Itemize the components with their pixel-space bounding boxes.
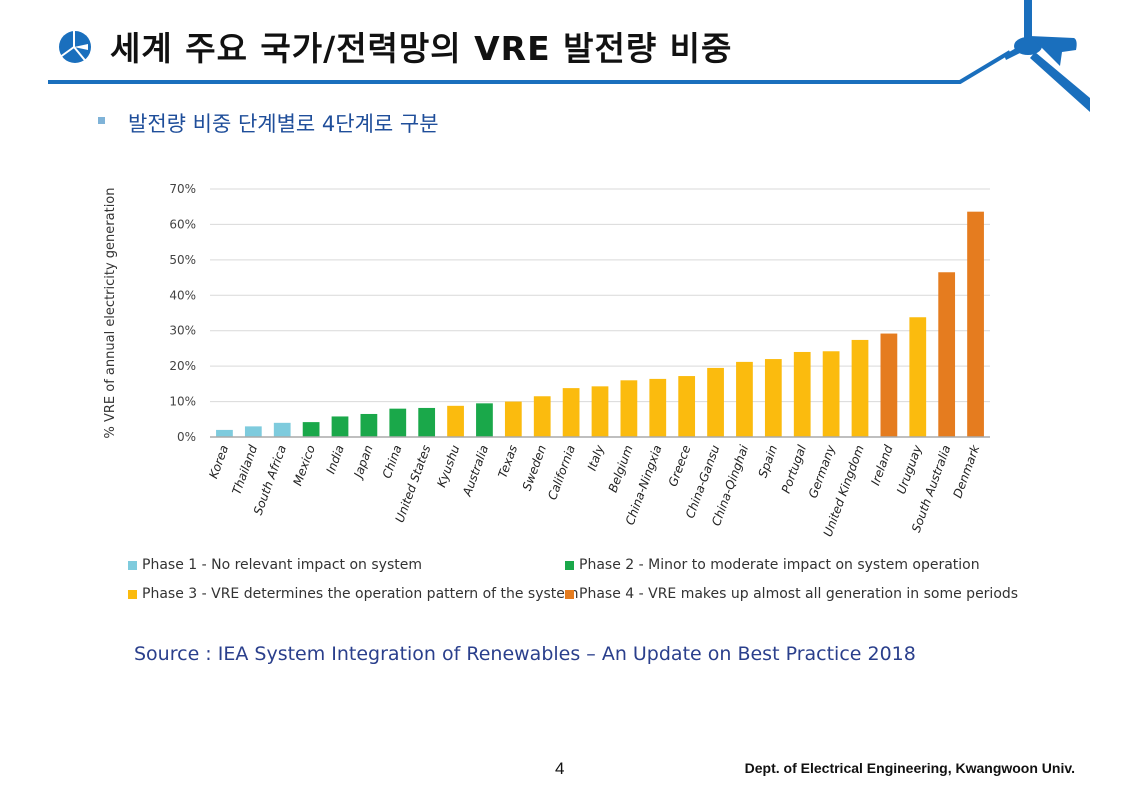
legend-swatch xyxy=(128,589,137,599)
x-tick-label: California xyxy=(545,443,578,502)
bar xyxy=(620,380,638,437)
bar xyxy=(216,429,233,437)
legend-item-phase-1: Phase 1 - No relevant impact on system xyxy=(128,557,422,573)
y-tick-label: 60% xyxy=(169,217,196,231)
bar xyxy=(302,422,320,437)
y-tick-label: 50% xyxy=(169,253,196,267)
x-tick-label: Thailand xyxy=(229,443,260,497)
y-tick-label: 0% xyxy=(177,430,196,444)
bar xyxy=(360,413,378,437)
y-tick-label: 40% xyxy=(169,288,196,302)
x-tick-label: Texas xyxy=(495,443,520,480)
bar xyxy=(331,416,349,437)
x-tick-label: India xyxy=(324,443,347,475)
x-tick-label: Germany xyxy=(806,442,838,500)
x-tick-label: Spain xyxy=(756,443,781,479)
wind-turbine-icon xyxy=(1004,0,1090,112)
legend-label: Phase 1 - No relevant impact on system xyxy=(142,557,422,573)
legend-swatch xyxy=(565,589,574,599)
bar xyxy=(476,403,493,437)
y-tick-label: 10% xyxy=(169,395,196,409)
x-tick-label: Belgium xyxy=(606,443,636,494)
bar xyxy=(851,339,869,437)
header-decoration xyxy=(48,0,1090,112)
page-number: 4 xyxy=(555,759,565,778)
y-tick-label: 70% xyxy=(169,182,196,196)
source-citation: Source : IEA System Integration of Renew… xyxy=(134,643,916,665)
bar xyxy=(591,386,609,437)
legend-label: Phase 3 - VRE determines the operation p… xyxy=(142,586,579,602)
legend-item-phase-2: Phase 2 - Minor to moderate impact on sy… xyxy=(565,557,980,573)
legend-item-phase-4: Phase 4 - VRE makes up almost all genera… xyxy=(565,586,1018,602)
bar xyxy=(822,351,840,437)
x-tick-label: Ireland xyxy=(868,443,896,487)
y-tick-label: 30% xyxy=(169,324,196,338)
footer-affiliation: Dept. of Electrical Engineering, Kwangwo… xyxy=(744,760,1075,776)
bar xyxy=(273,422,291,437)
vre-share-bar-chart: % VRE of annual electricity generation 0%… xyxy=(103,182,990,539)
x-tick-label: Greece xyxy=(666,443,694,488)
bar xyxy=(736,361,753,437)
legend-item-phase-3: Phase 3 - VRE determines the operation p… xyxy=(128,586,579,602)
x-tick-label: Sweden xyxy=(520,443,549,492)
x-tick-label: Mexico xyxy=(290,443,318,487)
x-tick-label: Australia xyxy=(460,443,492,499)
bullet-icon xyxy=(98,117,105,124)
bar xyxy=(793,351,811,437)
bar xyxy=(244,426,262,437)
x-tick-label: Italy xyxy=(585,442,607,472)
x-tick-label: Portugal xyxy=(779,443,810,496)
x-tick-label: Denmark xyxy=(950,442,982,500)
page-title: 세계 주요 국가/전력망의 VRE 발전량 비중 xyxy=(110,29,733,68)
legend-swatch xyxy=(128,560,137,570)
bar xyxy=(909,317,927,437)
x-tick-label: Japan xyxy=(350,443,375,481)
university-logo-icon xyxy=(55,22,91,65)
bar xyxy=(389,408,407,437)
bar xyxy=(764,359,782,437)
y-axis-label: % VRE of annual electricity generation xyxy=(103,187,118,438)
bar xyxy=(418,407,436,437)
y-tick-label: 20% xyxy=(169,359,196,373)
bar xyxy=(649,378,667,437)
bullet-text: 발전량 비중 단계별로 4단계로 구분 xyxy=(128,112,439,136)
bar xyxy=(880,333,898,437)
bar xyxy=(447,405,464,437)
bar xyxy=(533,396,551,437)
legend-label: Phase 2 - Minor to moderate impact on sy… xyxy=(579,557,980,573)
x-tick-label: China xyxy=(380,443,405,480)
legend-swatch xyxy=(565,560,574,570)
bar xyxy=(504,401,522,437)
legend-label: Phase 4 - VRE makes up almost all genera… xyxy=(579,586,1019,602)
bar xyxy=(967,211,984,437)
header-underline xyxy=(48,50,1012,84)
bar xyxy=(562,388,580,437)
x-tick-label: Korea xyxy=(206,443,231,480)
bar xyxy=(938,272,956,437)
x-tick-label: Uruguay xyxy=(894,442,925,496)
bar xyxy=(678,376,696,437)
x-tick-label: Kyushu xyxy=(434,443,462,489)
bar xyxy=(707,367,724,437)
